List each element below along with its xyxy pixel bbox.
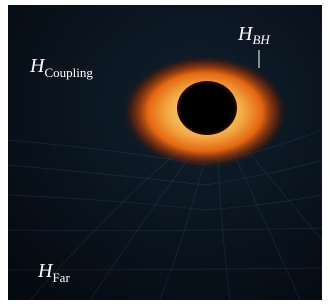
subscript: BH bbox=[252, 32, 270, 47]
subscript: Coupling bbox=[44, 65, 93, 80]
figure: HBH HCoupling HFar bbox=[0, 0, 330, 306]
page: HBH HCoupling HFar (() => { const data =… bbox=[0, 0, 330, 306]
symbol: H bbox=[237, 23, 254, 45]
symbol: H bbox=[29, 55, 46, 77]
symbol: H bbox=[37, 260, 54, 282]
black-hole bbox=[177, 81, 237, 135]
subscript: Far bbox=[52, 270, 70, 285]
